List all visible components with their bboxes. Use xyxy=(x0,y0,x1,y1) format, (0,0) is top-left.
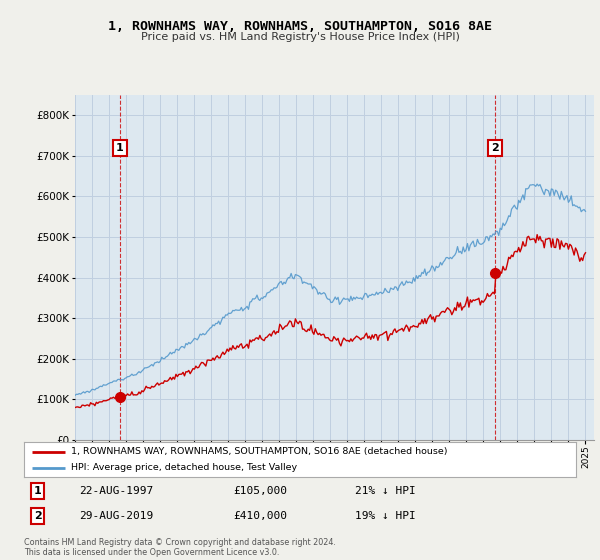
Text: 1, ROWNHAMS WAY, ROWNHAMS, SOUTHAMPTON, SO16 8AE: 1, ROWNHAMS WAY, ROWNHAMS, SOUTHAMPTON, … xyxy=(108,20,492,32)
Text: 2: 2 xyxy=(491,143,499,153)
Text: Price paid vs. HM Land Registry's House Price Index (HPI): Price paid vs. HM Land Registry's House … xyxy=(140,32,460,42)
Text: 1: 1 xyxy=(34,486,41,496)
Text: 22-AUG-1997: 22-AUG-1997 xyxy=(79,486,154,496)
Text: HPI: Average price, detached house, Test Valley: HPI: Average price, detached house, Test… xyxy=(71,463,297,472)
Text: £105,000: £105,000 xyxy=(234,486,288,496)
Text: 1: 1 xyxy=(116,143,124,153)
Text: 21% ↓ HPI: 21% ↓ HPI xyxy=(355,486,416,496)
Text: 1, ROWNHAMS WAY, ROWNHAMS, SOUTHAMPTON, SO16 8AE (detached house): 1, ROWNHAMS WAY, ROWNHAMS, SOUTHAMPTON, … xyxy=(71,447,448,456)
Text: £410,000: £410,000 xyxy=(234,511,288,521)
Text: 19% ↓ HPI: 19% ↓ HPI xyxy=(355,511,416,521)
Text: 2: 2 xyxy=(34,511,41,521)
Text: 29-AUG-2019: 29-AUG-2019 xyxy=(79,511,154,521)
Text: Contains HM Land Registry data © Crown copyright and database right 2024.
This d: Contains HM Land Registry data © Crown c… xyxy=(24,538,336,557)
